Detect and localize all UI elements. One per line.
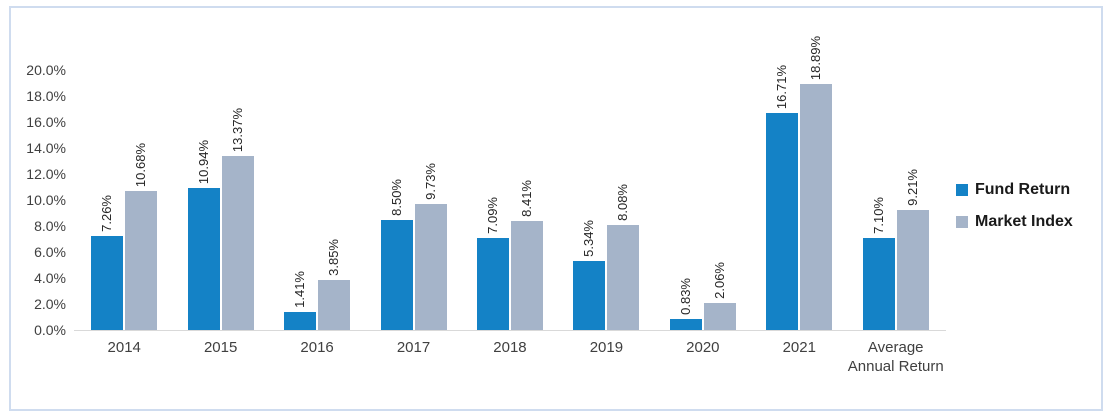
y-tick-label: 6.0% — [34, 244, 66, 260]
bar-value-label: 1.41% — [292, 270, 308, 308]
y-tick-label: 18.0% — [26, 88, 66, 104]
bar-value-label: 9.21% — [904, 169, 920, 207]
bar-value-label: 8.08% — [615, 184, 631, 221]
y-tick-label: 16.0% — [26, 114, 66, 130]
y-tick-label: 14.0% — [26, 140, 66, 156]
bar-fund-return — [380, 219, 413, 330]
bar-group: 7.09% 8.41% — [462, 70, 558, 330]
bar-group: 7.26% 10.68% — [76, 70, 172, 330]
x-axis-line — [74, 330, 946, 331]
bar-value-label: 5.34% — [581, 219, 597, 257]
bar-market-index — [318, 279, 351, 330]
bar-value-label: 7.09% — [484, 196, 500, 234]
fund-return-swatch-icon — [956, 184, 968, 196]
bar-column: 3.85% — [318, 70, 351, 330]
bar-column: 16.71% — [766, 65, 799, 330]
bar-value-label: 7.26% — [99, 194, 115, 232]
bar-fund-return — [476, 237, 509, 330]
market-index-swatch-icon — [956, 216, 968, 228]
bar-market-index — [510, 220, 543, 330]
bar-column: 18.89% — [800, 36, 833, 330]
bar-group: 0.83% 2.06% — [655, 70, 751, 330]
bar-column: 10.94% — [187, 70, 220, 330]
bar-column: 2.06% — [703, 70, 736, 330]
bar-column: 7.09% — [476, 70, 509, 330]
bar-group: 7.10% 9.21% — [848, 70, 944, 330]
bar-market-index — [414, 203, 447, 330]
bar-column: 13.37% — [221, 70, 254, 330]
y-tick-label: 12.0% — [26, 166, 66, 182]
bar-value-label: 2.06% — [711, 262, 727, 300]
y-tick-label: 0.0% — [34, 322, 66, 338]
x-axis-label: 2018 — [493, 339, 527, 356]
bar-value-label: 13.37% — [229, 108, 245, 153]
x-axis-label: 2019 — [589, 339, 624, 356]
bar-group: 10.94% 13.37% — [172, 70, 268, 330]
bar-column: 10.68% — [125, 70, 158, 330]
bar-value-label: 9.73% — [422, 162, 438, 200]
bar-column: 9.21% — [896, 70, 929, 330]
bar-market-index — [800, 84, 833, 330]
bar-market-index — [607, 224, 640, 330]
bar-value-label: 8.50% — [388, 178, 404, 216]
bar-group: 8.50% 9.73% — [365, 70, 461, 330]
bar-market-index — [221, 156, 254, 330]
bar-value-label: 0.83% — [677, 278, 693, 316]
bar-group: 5.34% 8.08% — [558, 70, 654, 330]
bar-market-index — [125, 191, 158, 330]
bar-column: 1.41% — [284, 70, 317, 330]
legend-label: Market Index — [975, 213, 1073, 230]
bar-column: 0.83% — [669, 70, 702, 330]
x-axis-label: 2021 — [782, 339, 816, 356]
bar-column: 8.08% — [607, 70, 640, 330]
y-tick-label: 2.0% — [34, 296, 66, 312]
bar-fund-return — [187, 187, 220, 330]
bar-market-index — [896, 210, 929, 330]
bar-value-label: 7.10% — [870, 196, 886, 234]
bar-market-index — [703, 303, 736, 330]
y-tick-label: 4.0% — [34, 270, 66, 286]
bar-fund-return — [766, 112, 799, 330]
x-axis-label: Average Annual Return — [847, 339, 944, 375]
x-axis-label: 2020 — [686, 339, 720, 356]
y-tick-label: 20.0% — [26, 62, 66, 78]
bar-column: 8.50% — [380, 70, 413, 330]
bar-value-label: 8.41% — [518, 179, 534, 217]
legend: Fund Return Market Index — [956, 181, 1073, 245]
bar-value-label: 10.68% — [133, 143, 149, 188]
bar-column: 7.26% — [91, 70, 124, 330]
bar-value-label: 3.85% — [326, 239, 342, 276]
bar-fund-return — [284, 311, 317, 330]
bar-fund-return — [669, 319, 702, 330]
y-tick-label: 8.0% — [34, 218, 66, 234]
legend-label: Fund Return — [975, 181, 1071, 198]
bar-column: 7.10% — [862, 70, 895, 330]
legend-item-fund-return: Fund Return — [956, 181, 1073, 199]
y-axis: 0.0% 2.0% 4.0% 6.0% 8.0% 10.0% 12.0% 14.0% 16.0%… — [0, 0, 68, 419]
x-axis-label: 2014 — [107, 339, 141, 356]
x-axis-label: 2015 — [203, 339, 238, 356]
bar-column: 9.73% — [414, 70, 447, 330]
bar-group: 1.41% 3.85% — [269, 70, 365, 330]
legend-item-market-index: Market Index — [956, 213, 1073, 231]
x-axis: 2014 2015 2016 2017 2018 2019 2020 2021 Average … — [76, 338, 944, 376]
y-tick-label: 10.0% — [26, 192, 66, 208]
bar-column: 8.41% — [510, 70, 543, 330]
x-axis-label: 2016 — [300, 339, 334, 356]
bar-fund-return — [91, 235, 124, 330]
bar-value-label: 10.94% — [195, 139, 211, 184]
plot-area: 7.26% 10.68% 10.94% 13.37% 1.41% 3.85% 8.50% 9.… — [76, 36, 944, 330]
bar-group: 16.71% 18.89% — [751, 36, 847, 330]
bar-value-label: 16.71% — [774, 64, 790, 109]
bar-value-label: 18.89% — [808, 36, 824, 81]
x-axis-label: 2017 — [396, 339, 431, 356]
bar-column: 5.34% — [573, 70, 606, 330]
bar-fund-return — [862, 237, 895, 330]
bar-fund-return — [573, 260, 606, 330]
